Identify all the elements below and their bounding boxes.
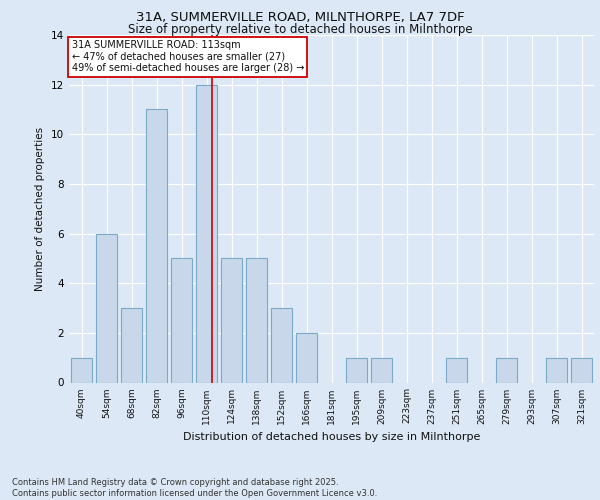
Bar <box>96 234 117 382</box>
Bar <box>571 358 592 382</box>
Bar <box>496 358 517 382</box>
Bar <box>546 358 567 382</box>
Bar <box>271 308 292 382</box>
Text: 31A SUMMERVILLE ROAD: 113sqm
← 47% of detached houses are smaller (27)
49% of se: 31A SUMMERVILLE ROAD: 113sqm ← 47% of de… <box>71 40 304 74</box>
Bar <box>171 258 192 382</box>
Bar <box>446 358 467 382</box>
Bar <box>196 84 217 382</box>
Bar <box>346 358 367 382</box>
Bar <box>121 308 142 382</box>
Y-axis label: Number of detached properties: Number of detached properties <box>35 126 46 291</box>
Bar <box>221 258 242 382</box>
Bar <box>296 333 317 382</box>
Text: 31A, SUMMERVILLE ROAD, MILNTHORPE, LA7 7DF: 31A, SUMMERVILLE ROAD, MILNTHORPE, LA7 7… <box>136 11 464 24</box>
Bar <box>146 110 167 382</box>
Text: Size of property relative to detached houses in Milnthorpe: Size of property relative to detached ho… <box>128 22 472 36</box>
Bar <box>371 358 392 382</box>
Bar <box>71 358 92 382</box>
Text: Contains HM Land Registry data © Crown copyright and database right 2025.
Contai: Contains HM Land Registry data © Crown c… <box>12 478 377 498</box>
X-axis label: Distribution of detached houses by size in Milnthorpe: Distribution of detached houses by size … <box>183 432 480 442</box>
Bar <box>246 258 267 382</box>
